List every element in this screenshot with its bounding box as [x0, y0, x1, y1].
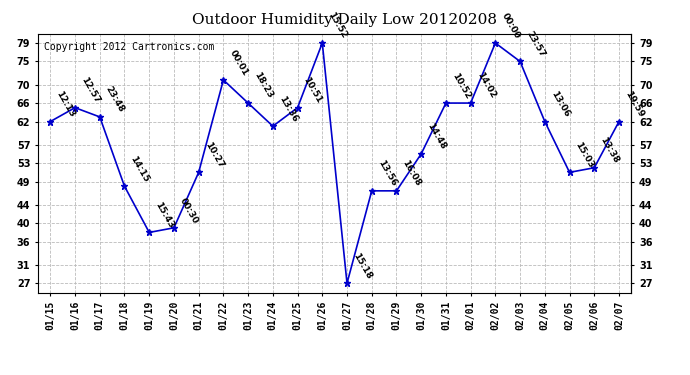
Text: 15:03: 15:03 — [573, 140, 595, 170]
Text: 13:06: 13:06 — [549, 90, 571, 119]
Text: 00:00: 00:00 — [500, 11, 522, 40]
Text: 16:08: 16:08 — [401, 159, 423, 188]
Text: 19:59: 19:59 — [623, 89, 645, 119]
Text: 13:56: 13:56 — [376, 159, 398, 188]
Text: Outdoor Humidity Daily Low 20120208: Outdoor Humidity Daily Low 20120208 — [193, 13, 497, 27]
Text: 14:15: 14:15 — [128, 154, 151, 183]
Text: 13:38: 13:38 — [598, 136, 620, 165]
Text: 15:43: 15:43 — [153, 200, 175, 230]
Text: 15:52: 15:52 — [326, 11, 348, 40]
Text: 23:57: 23:57 — [524, 29, 546, 59]
Text: 10:27: 10:27 — [203, 140, 225, 170]
Text: Copyright 2012 Cartronics.com: Copyright 2012 Cartronics.com — [44, 42, 215, 51]
Text: 00:30: 00:30 — [178, 196, 200, 225]
Text: 12:13: 12:13 — [55, 90, 77, 119]
Text: 23:48: 23:48 — [104, 85, 126, 114]
Text: 18:23: 18:23 — [253, 71, 275, 100]
Text: 10:52: 10:52 — [450, 71, 472, 100]
Text: 14:02: 14:02 — [475, 71, 497, 100]
Text: 10:51: 10:51 — [302, 76, 324, 105]
Text: 13:36: 13:36 — [277, 94, 299, 123]
Text: 15:18: 15:18 — [351, 251, 373, 280]
Text: 00:01: 00:01 — [228, 48, 250, 77]
Text: 14:48: 14:48 — [425, 122, 448, 151]
Text: 12:57: 12:57 — [79, 75, 101, 105]
